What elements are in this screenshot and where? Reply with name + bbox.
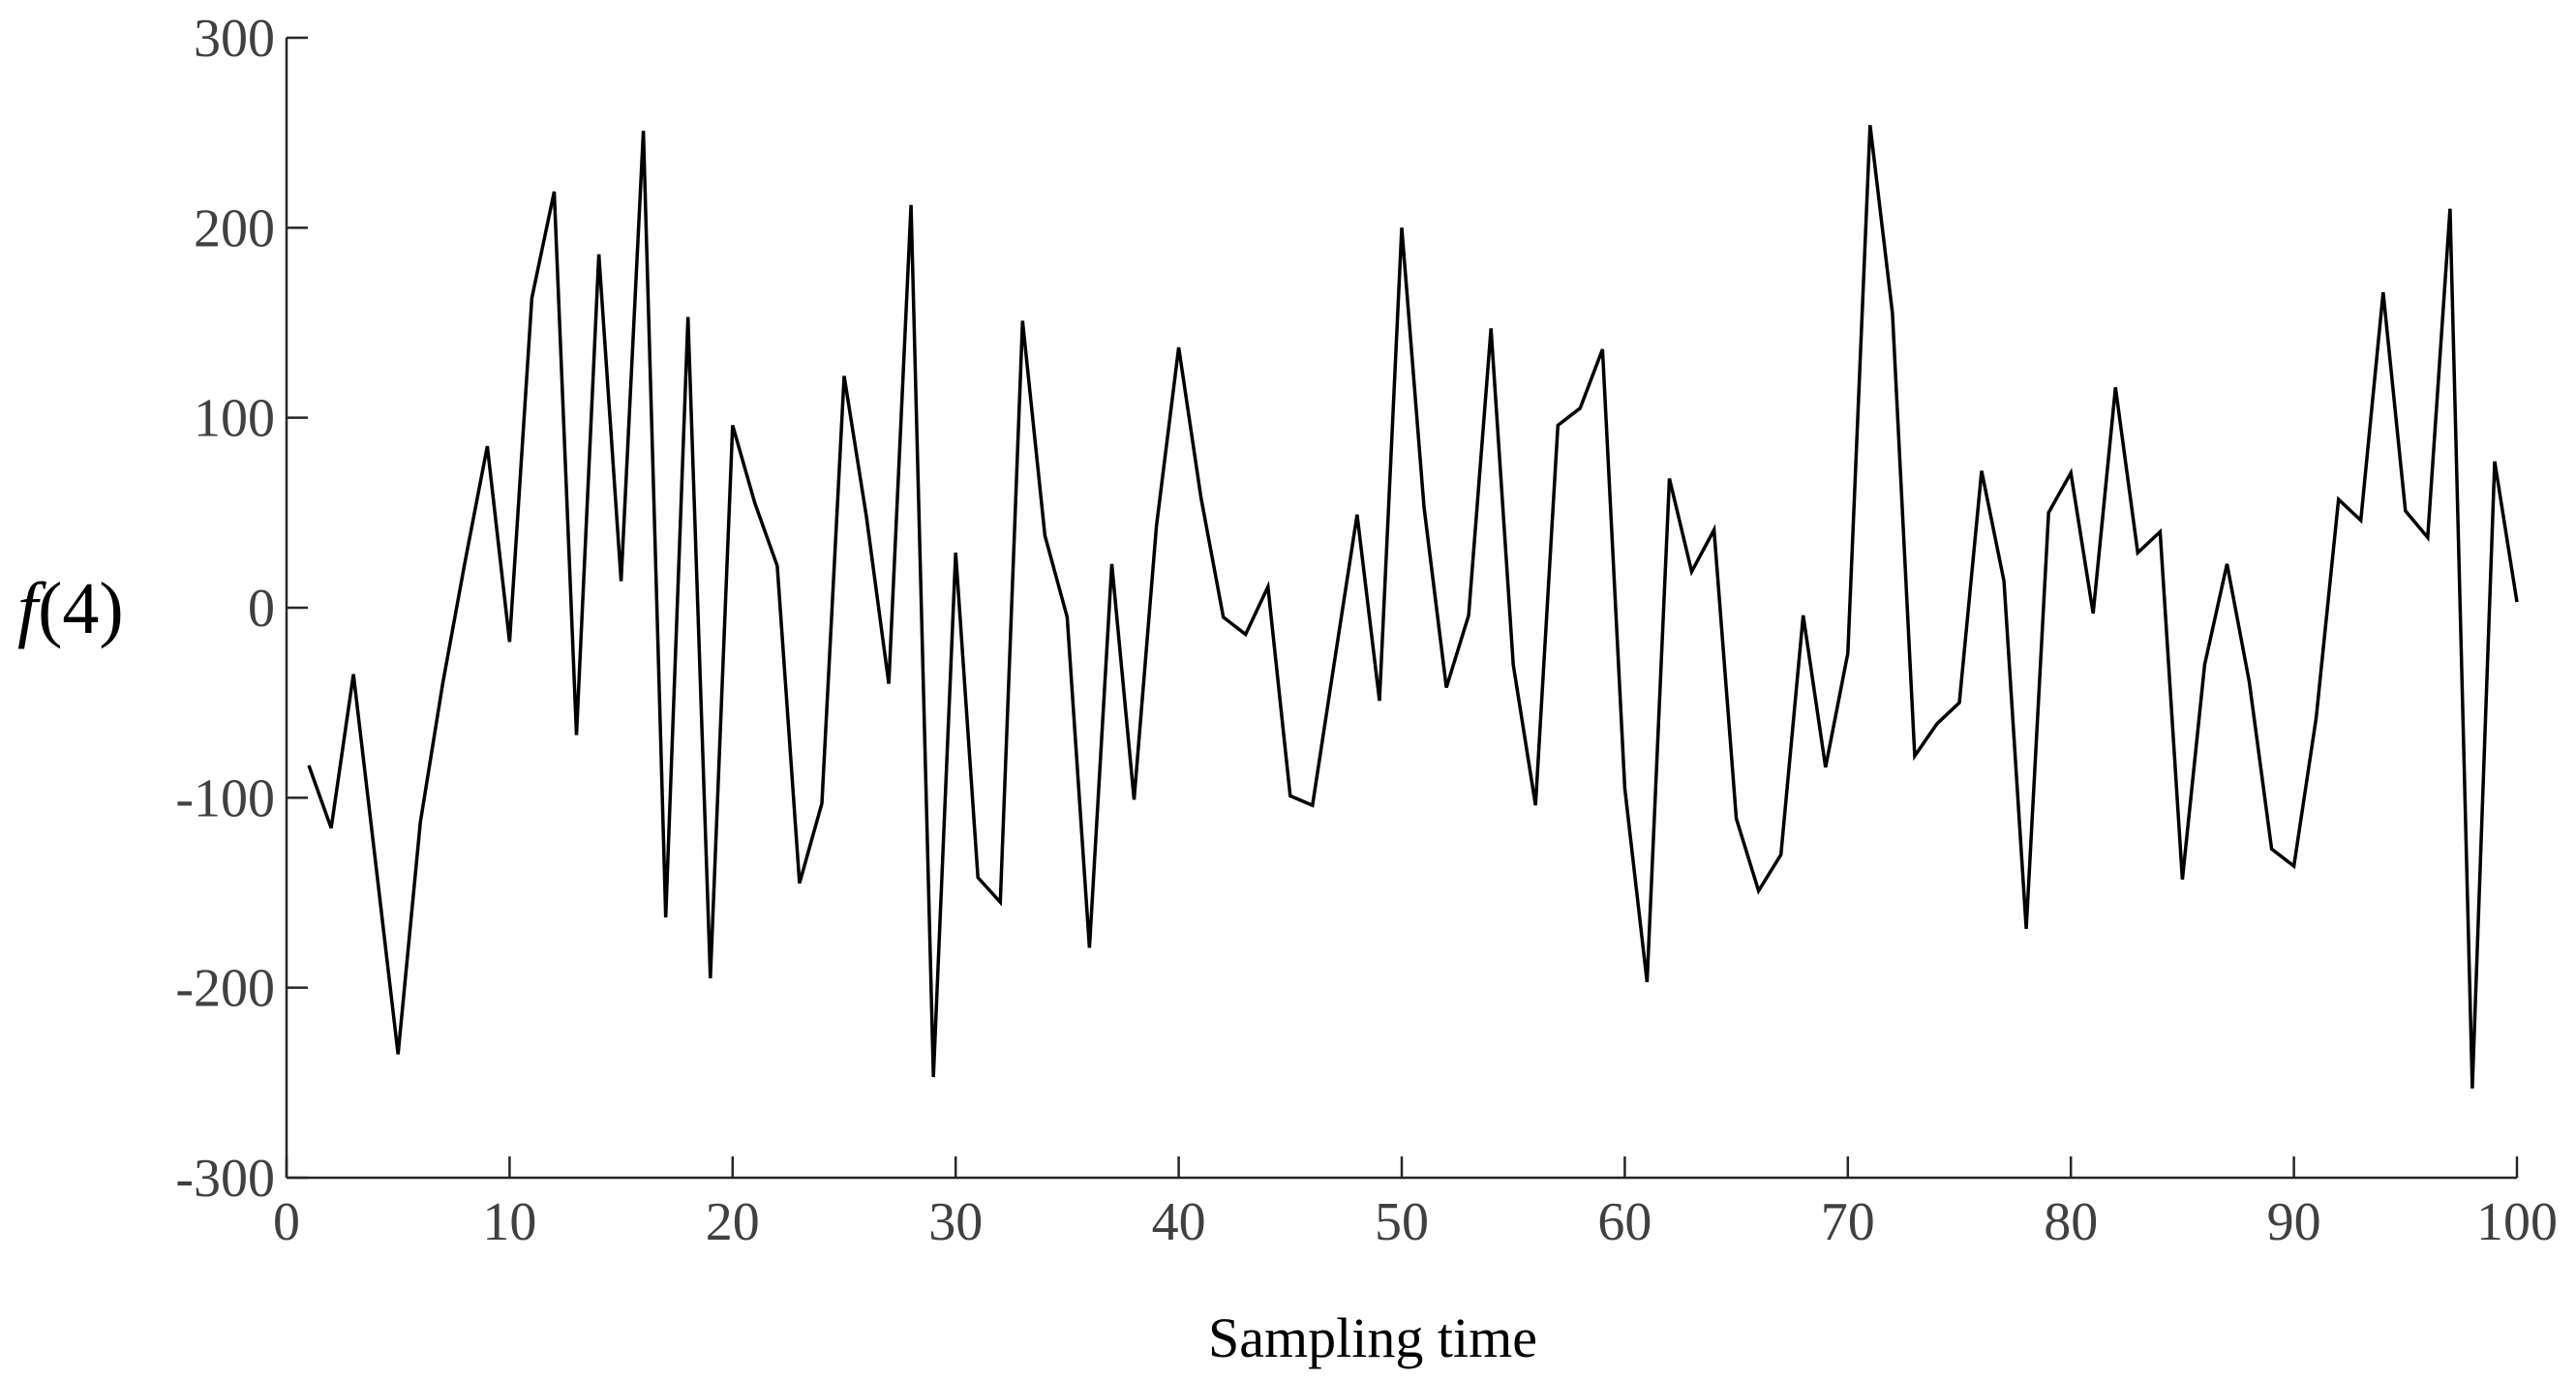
y-tick-label: 300	[194, 9, 275, 69]
x-tick-label: 80	[2044, 1192, 2098, 1252]
y-tick-label: -200	[175, 959, 275, 1019]
y-tick-label: 0	[248, 579, 275, 639]
series-line	[307, 125, 2519, 1089]
y-tick-label: 100	[194, 389, 275, 449]
axes	[285, 38, 2517, 1180]
x-tick-label: 10	[482, 1192, 536, 1252]
x-tick-label: 30	[928, 1192, 983, 1252]
y-tick-label: -100	[175, 768, 275, 828]
x-tick-label: 70	[1821, 1192, 1875, 1252]
y-axis-label: f(4)	[17, 568, 124, 649]
x-axis-label: Sampling time	[1208, 1306, 1537, 1369]
y-ticks: -300 -200 -100 0 100 200 300	[175, 9, 308, 1209]
y-axis-label-arg: (4)	[38, 568, 124, 649]
x-tick-label: 60	[1597, 1192, 1652, 1252]
x-ticks: 0 10 20 30 40 50 60 70 80 90 100	[273, 1156, 2558, 1252]
x-tick-label: 40	[1152, 1192, 1206, 1252]
x-tick-label: 100	[2476, 1192, 2558, 1252]
y-tick-label: -300	[175, 1149, 275, 1209]
x-tick-label: 0	[273, 1192, 300, 1252]
x-tick-label: 20	[706, 1192, 760, 1252]
x-tick-label: 90	[2267, 1192, 2321, 1252]
x-tick-label: 50	[1375, 1192, 1429, 1252]
y-tick-label: 200	[194, 198, 275, 258]
